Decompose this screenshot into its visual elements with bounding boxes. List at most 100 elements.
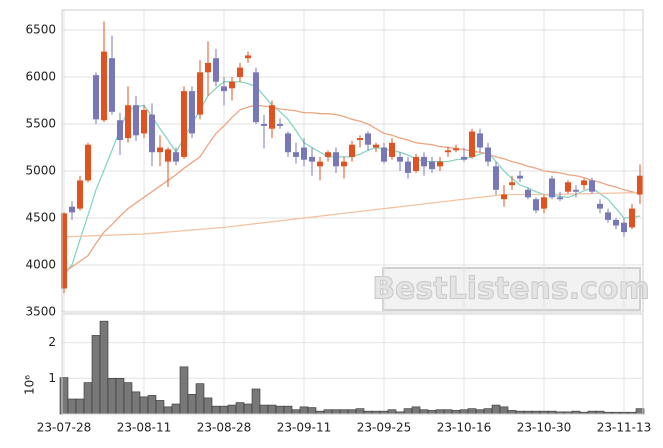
- candle-body: [477, 133, 483, 148]
- candle-body: [549, 178, 555, 198]
- candle-body: [341, 161, 347, 167]
- y-tick-label: 1: [48, 371, 56, 385]
- volume-bar: [147, 395, 157, 415]
- candle-body: [629, 208, 635, 228]
- y-tick-label: 3500: [25, 305, 56, 319]
- candle-body: [421, 156, 427, 167]
- watermark-box: BestListens.com: [372, 267, 650, 311]
- candle-body: [621, 222, 627, 233]
- candle-body: [445, 150, 451, 153]
- volume-bar: [307, 407, 317, 415]
- volume-bar: [163, 406, 173, 415]
- candle-body: [501, 194, 507, 200]
- candle-body: [301, 147, 307, 160]
- candle-body: [69, 206, 75, 213]
- candle-body: [373, 144, 379, 148]
- volume-bar: [491, 404, 501, 415]
- volume-bar: [331, 409, 341, 415]
- candle-body: [101, 51, 107, 121]
- candle-body: [293, 152, 299, 157]
- volume-bar: [115, 377, 125, 415]
- y-tick-label: 4000: [25, 258, 56, 272]
- y-tick-label: 6000: [25, 70, 56, 84]
- candle-body: [261, 124, 267, 126]
- y-tick-label: 4500: [25, 211, 56, 225]
- candle-body: [61, 213, 67, 289]
- candle-body: [269, 105, 275, 129]
- price-frame: [61, 9, 644, 313]
- candle-body: [133, 105, 139, 136]
- candle-body: [365, 133, 371, 145]
- candle-body: [85, 144, 91, 181]
- candle-body: [437, 161, 443, 167]
- x-tick-label: 23-09-25: [357, 421, 411, 435]
- candle-body: [149, 114, 155, 153]
- volume-bar: [467, 408, 477, 415]
- candle-body: [189, 91, 195, 134]
- candle-body: [389, 142, 395, 157]
- volume-bar: [483, 408, 493, 415]
- candle-body: [253, 72, 259, 123]
- candle-body: [573, 189, 579, 192]
- volume-bar: [251, 388, 261, 415]
- volume-bar: [131, 391, 141, 415]
- x-tick-label: 23-11-13: [597, 421, 651, 435]
- volume-bar: [123, 382, 133, 415]
- volume-bar: [203, 397, 213, 415]
- volume-axis-label: 10⁶: [23, 375, 37, 395]
- y-tick-label: 2: [48, 335, 56, 349]
- candle-body: [277, 124, 283, 126]
- volume-bar: [267, 404, 277, 415]
- candle-body: [93, 75, 99, 120]
- candle-body: [581, 180, 587, 186]
- volume-bar: [75, 398, 85, 415]
- x-tick-label: 23-08-28: [197, 421, 251, 435]
- volume-bar: [187, 394, 197, 415]
- candle-body: [429, 161, 435, 170]
- volume-bar: [59, 377, 69, 415]
- volume-bar: [283, 405, 293, 415]
- candle-body: [181, 91, 187, 157]
- volume-bar: [403, 408, 413, 415]
- candle-body: [589, 180, 595, 192]
- candle-body: [197, 72, 203, 115]
- volume-bar: [139, 396, 149, 415]
- volume-bar: [419, 409, 429, 415]
- volume-frame: [61, 313, 644, 415]
- volume-bar: [459, 409, 469, 415]
- volume-bar: [507, 410, 517, 415]
- volume-bar: [299, 406, 309, 415]
- candle-body: [325, 152, 331, 157]
- volume-bar: [427, 410, 437, 415]
- candle-body: [221, 86, 227, 92]
- candle-body: [357, 138, 363, 140]
- candle-body: [109, 58, 115, 112]
- moving-average-line: [63, 104, 641, 274]
- volume-bar: [259, 404, 269, 415]
- x-tick-label: 23-08-11: [117, 421, 171, 435]
- volume-bar: [107, 377, 117, 415]
- volume-bar: [91, 335, 101, 415]
- candle-body: [141, 109, 147, 134]
- candle-body: [605, 212, 611, 220]
- candle-body: [509, 182, 515, 186]
- plot: [59, 10, 645, 415]
- volume-bar: [83, 382, 93, 415]
- x-tick-label: 23-10-16: [437, 421, 491, 435]
- candle-body: [165, 149, 171, 162]
- candle-body: [157, 147, 163, 153]
- candle-body: [493, 166, 499, 190]
- volume-bar: [195, 383, 205, 415]
- candle-body: [285, 133, 291, 153]
- candle-body: [397, 156, 403, 162]
- volume-bar: [475, 409, 485, 415]
- x-tick-label: 23-07-28: [37, 421, 91, 435]
- volume-bar: [291, 409, 301, 415]
- candle-body: [117, 120, 123, 140]
- x-tick-label: 23-09-11: [277, 421, 331, 435]
- volume-bar: [411, 406, 421, 415]
- watermark: BestListens.com: [372, 272, 650, 307]
- candle-body: [125, 105, 131, 139]
- candle-body: [637, 175, 643, 195]
